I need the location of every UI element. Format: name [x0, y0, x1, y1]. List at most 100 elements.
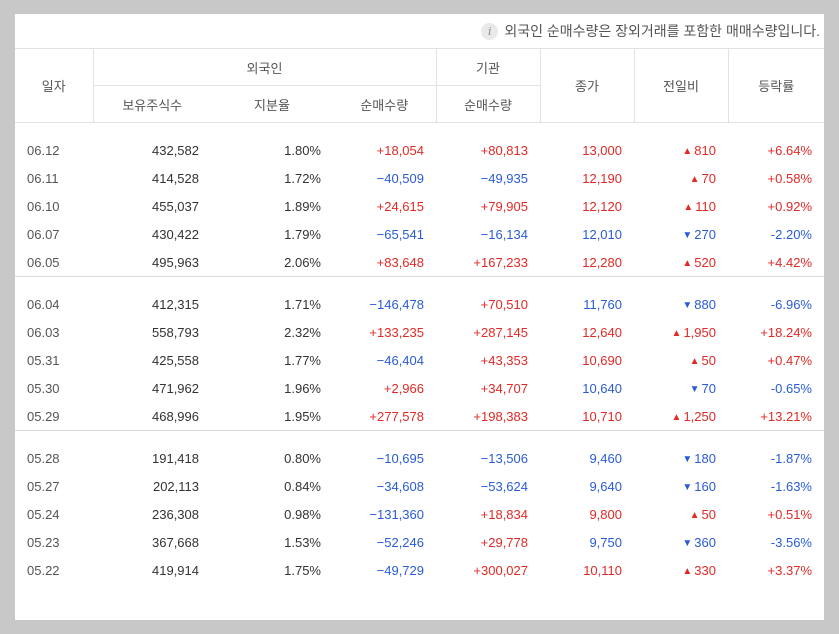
cell-holdings: 414,528	[93, 165, 211, 193]
cell-foreign-net-value: +18,054	[376, 143, 424, 158]
cell-foreign-net-value: +133,235	[369, 325, 424, 340]
table-row: 06.04 412,315 1.71% −146,478 +70,510 11,760 ▼ 8…	[15, 291, 824, 319]
cell-close: 10,710	[540, 403, 634, 431]
cell-date-value: 06.05	[27, 254, 60, 270]
cell-holdings-value: 367,668	[152, 535, 199, 550]
cell-holdings-value: 471,962	[152, 381, 199, 396]
cell-change: ▲ 1,950	[634, 319, 728, 347]
cell-date: 05.27	[15, 473, 93, 501]
table-row: 05.22 419,914 1.75% −49,729 +300,027 10,110 ▲ 3…	[15, 557, 824, 585]
cell-foreign-net-value: −65,541	[376, 227, 424, 242]
cell-change: ▼ 880	[634, 291, 728, 319]
cell-change-rate: +3.37%	[728, 557, 824, 585]
cell-change-rate: +0.47%	[728, 347, 824, 375]
triangle-up-icon: ▲	[682, 257, 693, 269]
cell-foreign-net-value: +277,578	[369, 408, 424, 424]
triangle-down-icon: ▼	[682, 538, 693, 549]
cell-close-value: 12,120	[582, 199, 622, 214]
cell-share-ratio: 1.72%	[211, 165, 333, 193]
cell-share-ratio: 1.80%	[211, 137, 333, 165]
cell-holdings: 430,422	[93, 221, 211, 249]
cell-change-rate-value: +6.64%	[767, 143, 812, 158]
cell-inst-net: +300,027	[436, 557, 540, 585]
cell-inst-net: +70,510	[436, 291, 540, 319]
cell-close-value: 12,280	[582, 254, 622, 270]
cell-change-value: 810	[694, 143, 716, 158]
col-change-rate: 등락률	[727, 48, 824, 123]
cell-change: ▲ 330	[634, 557, 728, 585]
triangle-up-icon: ▲	[671, 328, 682, 339]
info-icon[interactable]: i	[481, 22, 499, 40]
cell-inst-net: +198,383	[436, 403, 540, 431]
cell-date-value: 05.28	[27, 451, 60, 466]
cell-change: ▼ 360	[634, 529, 728, 557]
cell-close: 9,640	[540, 473, 634, 501]
cell-change-value: 70	[701, 171, 716, 186]
notice-text: 외국인 순매수량은 장외거래를 포함한 매매수량입니다.	[504, 23, 820, 39]
cell-foreign-net-value: −46,404	[376, 353, 424, 368]
cell-foreign-net: −49,729	[333, 557, 436, 585]
cell-inst-net: −53,624	[436, 473, 540, 501]
table-row: 06.05 495,963 2.06% +83,648 +167,233 12,280 ▲ 5…	[15, 249, 824, 277]
cell-change-rate: +4.42%	[728, 249, 824, 277]
cell-foreign-net-value: −40,509	[376, 171, 424, 186]
cell-change: ▲ 810	[634, 137, 728, 165]
cell-date: 05.29	[15, 403, 93, 431]
cell-change-rate-value: -6.96%	[770, 297, 812, 312]
cell-inst-net-value: −13,506	[480, 451, 528, 466]
cell-change-value: 360	[694, 535, 716, 550]
cell-inst-net-value: +79,905	[480, 199, 528, 214]
cell-share-ratio: 1.89%	[211, 193, 333, 221]
cell-foreign-net: +83,648	[333, 249, 436, 277]
cell-date-value: 06.11	[27, 171, 59, 186]
cell-foreign-net: +277,578	[333, 403, 436, 431]
cell-change-rate-value: -2.20%	[770, 227, 812, 242]
cell-change-rate: +0.58%	[728, 165, 824, 193]
table-row: 06.11 414,528 1.72% −40,509 −49,935 12,190 ▲ 70…	[15, 165, 824, 193]
triangle-down-icon: ▼	[682, 482, 693, 493]
cell-change-rate-value: +0.51%	[767, 507, 812, 522]
cell-inst-net-value: +29,778	[480, 535, 528, 550]
cell-date-value: 05.31	[27, 353, 60, 368]
cell-inst-net: −13,506	[436, 445, 540, 473]
cell-holdings-value: 412,315	[152, 297, 199, 312]
cell-change-rate-value: +0.58%	[767, 171, 812, 186]
cell-holdings: 495,963	[93, 249, 211, 277]
col-foreign-net: 순매수량	[333, 85, 436, 123]
cell-close: 10,110	[540, 557, 634, 585]
cell-change: ▼ 160	[634, 473, 728, 501]
cell-holdings-value: 468,996	[152, 408, 199, 424]
cell-inst-net-value: −49,935	[480, 171, 528, 186]
cell-share-ratio-value: 1.53%	[284, 535, 321, 550]
cell-holdings: 202,113	[93, 473, 211, 501]
group-separator	[15, 276, 824, 291]
cell-holdings-value: 430,422	[152, 227, 199, 242]
cell-foreign-net: +24,615	[333, 193, 436, 221]
cell-share-ratio-value: 1.71%	[284, 297, 321, 312]
cell-change: ▲ 70	[634, 165, 728, 193]
cell-close-value: 13,000	[582, 143, 622, 158]
cell-share-ratio-value: 2.06%	[284, 254, 321, 270]
cell-holdings: 412,315	[93, 291, 211, 319]
cell-date-value: 05.24	[27, 507, 60, 522]
cell-holdings-value: 236,308	[152, 507, 199, 522]
cell-share-ratio-value: 0.98%	[284, 507, 321, 522]
group-separator	[15, 430, 824, 445]
cell-inst-net-value: +198,383	[473, 408, 528, 424]
cell-date-value: 05.27	[27, 479, 60, 494]
cell-holdings: 471,962	[93, 375, 211, 403]
cell-close: 10,640	[540, 375, 634, 403]
col-share-ratio: 지분율	[211, 85, 333, 123]
table-row: 05.24 236,308 0.98% −131,360 +18,834 9,800 ▲ 50…	[15, 501, 824, 529]
cell-change: ▲ 50	[634, 501, 728, 529]
cell-foreign-net: −131,360	[333, 501, 436, 529]
table-row: 05.27 202,113 0.84% −34,608 −53,624 9,640 ▼ 160…	[15, 473, 824, 501]
cell-change-value: 880	[694, 297, 716, 312]
cell-share-ratio-value: 0.84%	[284, 479, 321, 494]
cell-holdings-value: 414,528	[152, 171, 199, 186]
investor-trading-panel: i 외국인 순매수량은 장외거래를 포함한 매매수량입니다. 일자 외국인 기관…	[15, 14, 824, 620]
cell-foreign-net: −10,695	[333, 445, 436, 473]
cell-share-ratio: 1.53%	[211, 529, 333, 557]
cell-inst-net-value: +43,353	[480, 353, 528, 368]
cell-close: 13,000	[540, 137, 634, 165]
